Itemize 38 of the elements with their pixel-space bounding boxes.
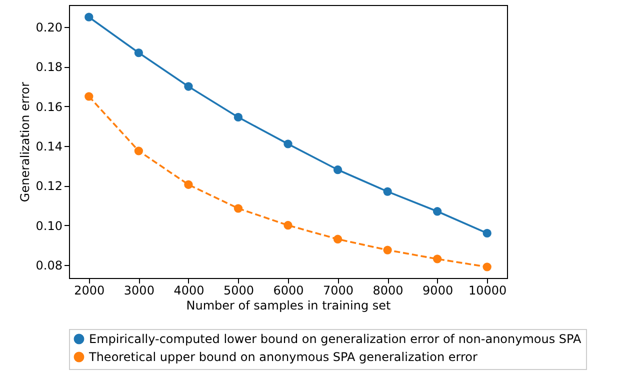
y-tick-label: 0.12 xyxy=(36,179,62,194)
x-tick-label: 8000 xyxy=(372,284,404,298)
x-tick-label: 4000 xyxy=(174,284,204,298)
y-tick-label: 0.20 xyxy=(36,20,62,35)
point xyxy=(432,254,442,264)
y-axis-title: Generalization error xyxy=(18,82,32,202)
point xyxy=(482,262,492,272)
point xyxy=(284,140,292,148)
point xyxy=(333,234,342,244)
y-tick-label: 0.18 xyxy=(36,60,62,74)
point xyxy=(84,12,94,22)
point xyxy=(284,220,292,230)
x-tick-label: 7000 xyxy=(323,284,354,298)
y-tick-label: 0.08 xyxy=(36,258,62,272)
y-tick-label: 0.10 xyxy=(36,218,62,233)
x-tick-label: 5000 xyxy=(223,284,254,298)
point xyxy=(383,246,392,254)
point xyxy=(134,146,144,156)
legend-label: Theoretical upper bound on anonymous SPA generalization error xyxy=(88,350,478,364)
point xyxy=(234,112,243,122)
point xyxy=(234,204,243,213)
point xyxy=(84,92,94,101)
x-tick-label: 9000 xyxy=(422,284,454,298)
point xyxy=(432,207,442,216)
point xyxy=(333,165,342,174)
point xyxy=(184,180,193,189)
x-axis-title: Number of samples in training set xyxy=(186,298,392,312)
point xyxy=(134,48,144,58)
y-tick-label: 0.16 xyxy=(36,100,62,114)
x-tick-label: 10000 xyxy=(468,284,507,298)
point xyxy=(184,82,193,91)
x-tick-label: 2000 xyxy=(74,284,105,298)
legend-label: Empirically-computed lower bound on generalization error of non-anonymous SPA xyxy=(89,332,582,346)
point xyxy=(383,187,392,196)
x-tick-label: 3000 xyxy=(124,284,154,298)
y-tick-label: 0.14 xyxy=(36,139,62,154)
x-tick-label: 6000 xyxy=(273,284,304,298)
point xyxy=(482,228,492,238)
